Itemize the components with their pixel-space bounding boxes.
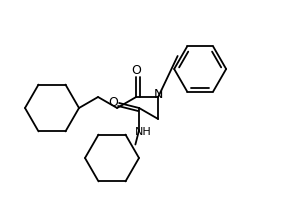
- Text: N: N: [154, 88, 163, 100]
- Text: O: O: [108, 97, 118, 110]
- Text: NH: NH: [135, 127, 152, 137]
- Text: O: O: [131, 64, 141, 77]
